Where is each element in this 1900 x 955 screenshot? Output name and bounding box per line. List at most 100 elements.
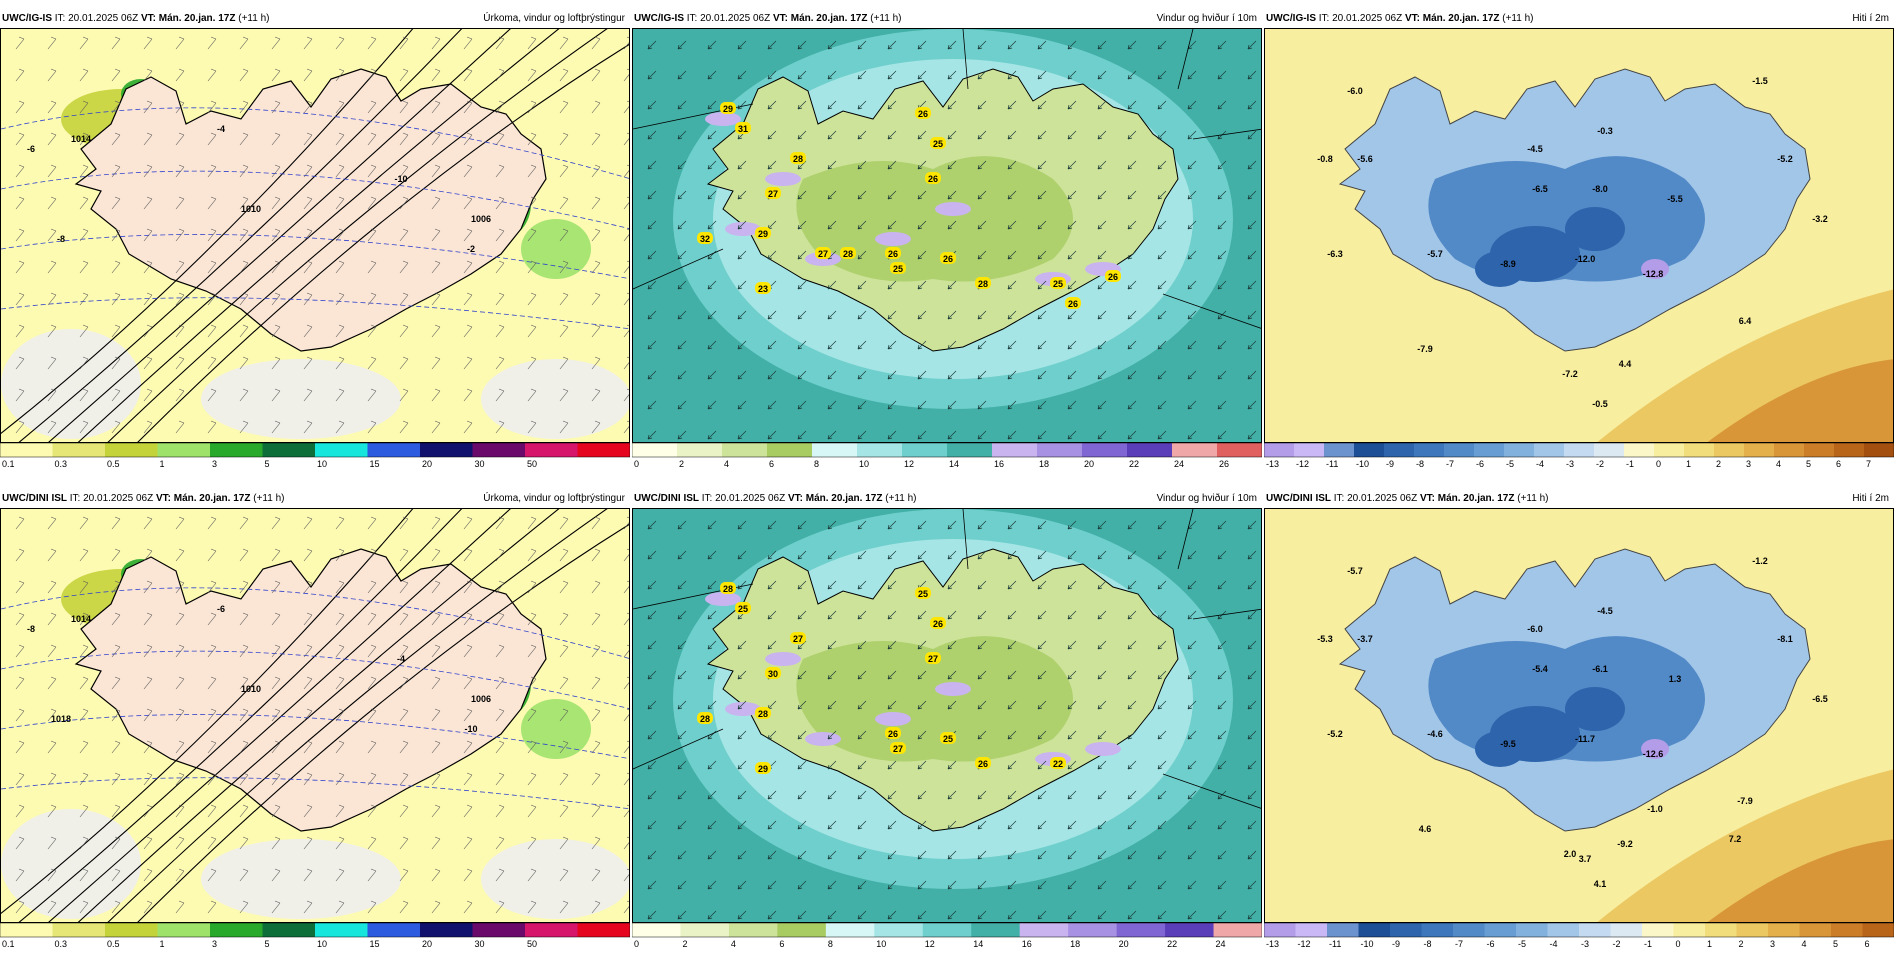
wind-barb xyxy=(623,772,629,786)
wind-arrow xyxy=(1247,850,1257,860)
gust-badge xyxy=(885,727,901,739)
gust-badge xyxy=(1050,277,1066,289)
wind-barb xyxy=(207,644,217,658)
panel-precip-igis: UWC/IG-IS IT: 20.01.2025 06Z VT: Mán. 20… xyxy=(0,10,630,475)
wind-barb xyxy=(463,772,473,786)
temp-value-label: -6.0 xyxy=(1527,624,1543,634)
wind-barb xyxy=(527,68,537,82)
wind-arrow xyxy=(737,310,747,320)
wind-arrow xyxy=(677,190,687,200)
temp-map[interactable]: -6.0 -1.5 -4.5 -0.3 -0.8 -5.6 -5.2 -6.5 -8.0 -5.5… xyxy=(1264,28,1894,443)
wind-map[interactable]: 29 31 28 27 32 29 23 26 25 26 26 25 26 28 25 26 26 28 27 xyxy=(632,28,1262,443)
temp-contour xyxy=(1,170,629,229)
wind-barb xyxy=(591,164,601,178)
wind-arrow xyxy=(1067,160,1077,170)
wind-map[interactable]: 28 25 27 30 28 28 29 25 26 27 26 27 25 26 22 xyxy=(632,508,1262,923)
wind-arrow xyxy=(647,190,657,200)
wind-barb xyxy=(207,516,217,530)
wind-barb xyxy=(591,292,601,306)
temp-value-label: -9.5 xyxy=(1500,739,1516,749)
wind-arrow xyxy=(827,70,837,80)
wind-arrow xyxy=(1157,250,1167,260)
colorbar-tick-label: 7 xyxy=(1866,459,1871,469)
colorbar-tick-label: -4 xyxy=(1550,939,1558,949)
wind-barb xyxy=(143,612,153,626)
temp-value-label: -6.0 xyxy=(1347,86,1363,96)
wind-arrow xyxy=(827,670,837,680)
wind-arrow xyxy=(1037,700,1047,710)
wind-arrow xyxy=(977,220,987,230)
wind-barb xyxy=(15,900,25,914)
colorbar-swatch xyxy=(157,923,211,937)
wind-barb xyxy=(303,612,313,626)
wind-barb xyxy=(591,868,601,882)
wind-arrow xyxy=(887,550,897,560)
wind-arrow xyxy=(1037,820,1047,830)
wind-barb xyxy=(303,420,313,434)
wind-arrow xyxy=(767,790,777,800)
temp-map[interactable]: -5.7 -1.2 -6.0 -4.5 -5.3 -3.7 -8.1 -5.4 -6.1 1.3-… xyxy=(1264,508,1894,923)
colorbar-swatch xyxy=(1082,443,1128,457)
wind-barb xyxy=(527,164,537,178)
lead-time: (+11 h) xyxy=(1517,493,1549,504)
wind-arrow xyxy=(827,730,837,740)
colorbar-swatch xyxy=(632,923,681,937)
wind-barb xyxy=(399,516,409,530)
colorbar-tick-label: 5 xyxy=(1833,939,1838,949)
wind-barb xyxy=(79,420,89,434)
wind-arrow xyxy=(1067,430,1077,440)
precip-value-label: 1014 xyxy=(71,134,91,144)
wind-arrow xyxy=(1127,70,1137,80)
wind-arrow xyxy=(977,640,987,650)
colorbar-tick-label: -11 xyxy=(1326,459,1338,469)
wind-arrow xyxy=(1247,520,1257,530)
wind-arrow xyxy=(977,310,987,320)
wind-arrow xyxy=(1067,400,1077,410)
wind-value-label: 28 xyxy=(700,714,710,724)
colorbar-swatch xyxy=(1774,443,1805,457)
wind-arrow xyxy=(1217,640,1227,650)
wind-barb xyxy=(335,324,345,338)
wind-barb xyxy=(303,868,313,882)
wind-arrow xyxy=(917,610,927,620)
colorbar-swatch xyxy=(1654,443,1685,457)
temp-contour xyxy=(1,107,629,179)
wind-arrow xyxy=(947,820,957,830)
wind-arrow xyxy=(797,520,807,530)
wind-arrow xyxy=(737,250,747,260)
wind-barb xyxy=(207,708,217,722)
wind-barb xyxy=(431,420,441,434)
wind-arrow xyxy=(737,430,747,440)
wind-barb xyxy=(527,580,537,594)
wind-value-label: 31 xyxy=(738,124,748,134)
wind-barb xyxy=(527,196,537,210)
wind-arrow xyxy=(1127,40,1137,50)
wind-barb xyxy=(175,868,185,882)
wind-barb xyxy=(15,388,25,402)
gust-patch xyxy=(705,592,741,606)
isobar xyxy=(1,509,414,915)
colorbar-swatch xyxy=(1019,923,1069,937)
colorbar-swatch xyxy=(105,443,158,457)
colorbar-tick-label: 4 xyxy=(724,459,729,469)
valid-time: Mán. 20.jan. 17Z xyxy=(158,13,236,24)
temp-value-label: -4.5 xyxy=(1597,606,1613,616)
wind-barb xyxy=(303,164,313,178)
wind-arrow xyxy=(1157,340,1167,350)
colorbar-swatch xyxy=(1213,923,1262,937)
wind-barb xyxy=(623,740,629,754)
panel-temp-igis: UWC/IG-IS IT: 20.01.2025 06Z VT: Mán. 20… xyxy=(1264,10,1894,475)
wind-barb xyxy=(271,548,281,562)
colorbar-tick-label: 30 xyxy=(475,939,485,949)
precip-map[interactable]: 1014 1010 1006 -8 -6 -4 -10 -2 xyxy=(0,28,630,443)
wind-arrow xyxy=(1067,850,1077,860)
wind-barb xyxy=(527,36,537,50)
wind-barb xyxy=(367,772,377,786)
temp-value-label: -0.5 xyxy=(1592,399,1608,409)
wind-barb xyxy=(463,516,473,530)
colorbar: 0.1 0.3 0.5 1 3 5 10 15 20 30 50 xyxy=(0,923,630,951)
wind-barb xyxy=(335,740,345,754)
wind-barb xyxy=(623,612,629,626)
wind-value-label: 26 xyxy=(918,109,928,119)
precip-map[interactable]: 1014 1010 1006 1018 -8 -6 -4 -10 xyxy=(0,508,630,923)
